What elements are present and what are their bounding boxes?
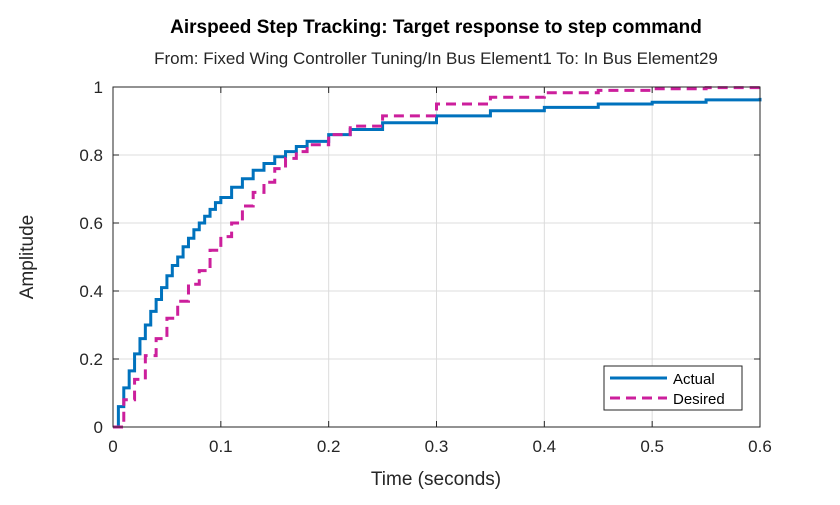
y-tick-label: 0.8 <box>79 146 103 165</box>
series-line-actual <box>113 97 762 429</box>
x-tick-label: 0.4 <box>533 437 557 456</box>
x-tick-label: 0 <box>108 437 117 456</box>
x-tick-label: 0.3 <box>425 437 449 456</box>
y-tick-label: 0.4 <box>79 282 103 301</box>
y-axis-label: Amplitude <box>17 215 38 300</box>
chart-title: Airspeed Step Tracking: Target response … <box>170 17 702 38</box>
y-tick-label: 1 <box>94 78 103 97</box>
y-tick-label: 0.6 <box>79 214 103 233</box>
legend: Actual Desired <box>603 365 743 411</box>
chart-subtitle: From: Fixed Wing Controller Tuning/In Bu… <box>154 49 718 68</box>
x-tick-label: 0.6 <box>748 437 772 456</box>
x-axis-label: Time (seconds) <box>371 469 501 490</box>
series-line-desired <box>113 86 762 429</box>
y-tick-label: 0 <box>94 418 103 437</box>
x-tick-label: 0.5 <box>640 437 664 456</box>
legend-box <box>603 365 743 411</box>
series-layer <box>113 86 762 429</box>
y-axis-ticks: 0 0.2 0.4 0.6 0.8 1 <box>79 78 760 437</box>
x-axis-ticks: 0 0.1 0.2 0.3 0.4 0.5 0.6 <box>108 87 772 456</box>
legend-label-actual: Actual <box>673 371 715 388</box>
y-tick-label: 0.2 <box>79 350 103 369</box>
x-tick-label: 0.1 <box>209 437 233 456</box>
legend-label-desired: Desired <box>673 391 725 408</box>
x-tick-label: 0.2 <box>317 437 341 456</box>
